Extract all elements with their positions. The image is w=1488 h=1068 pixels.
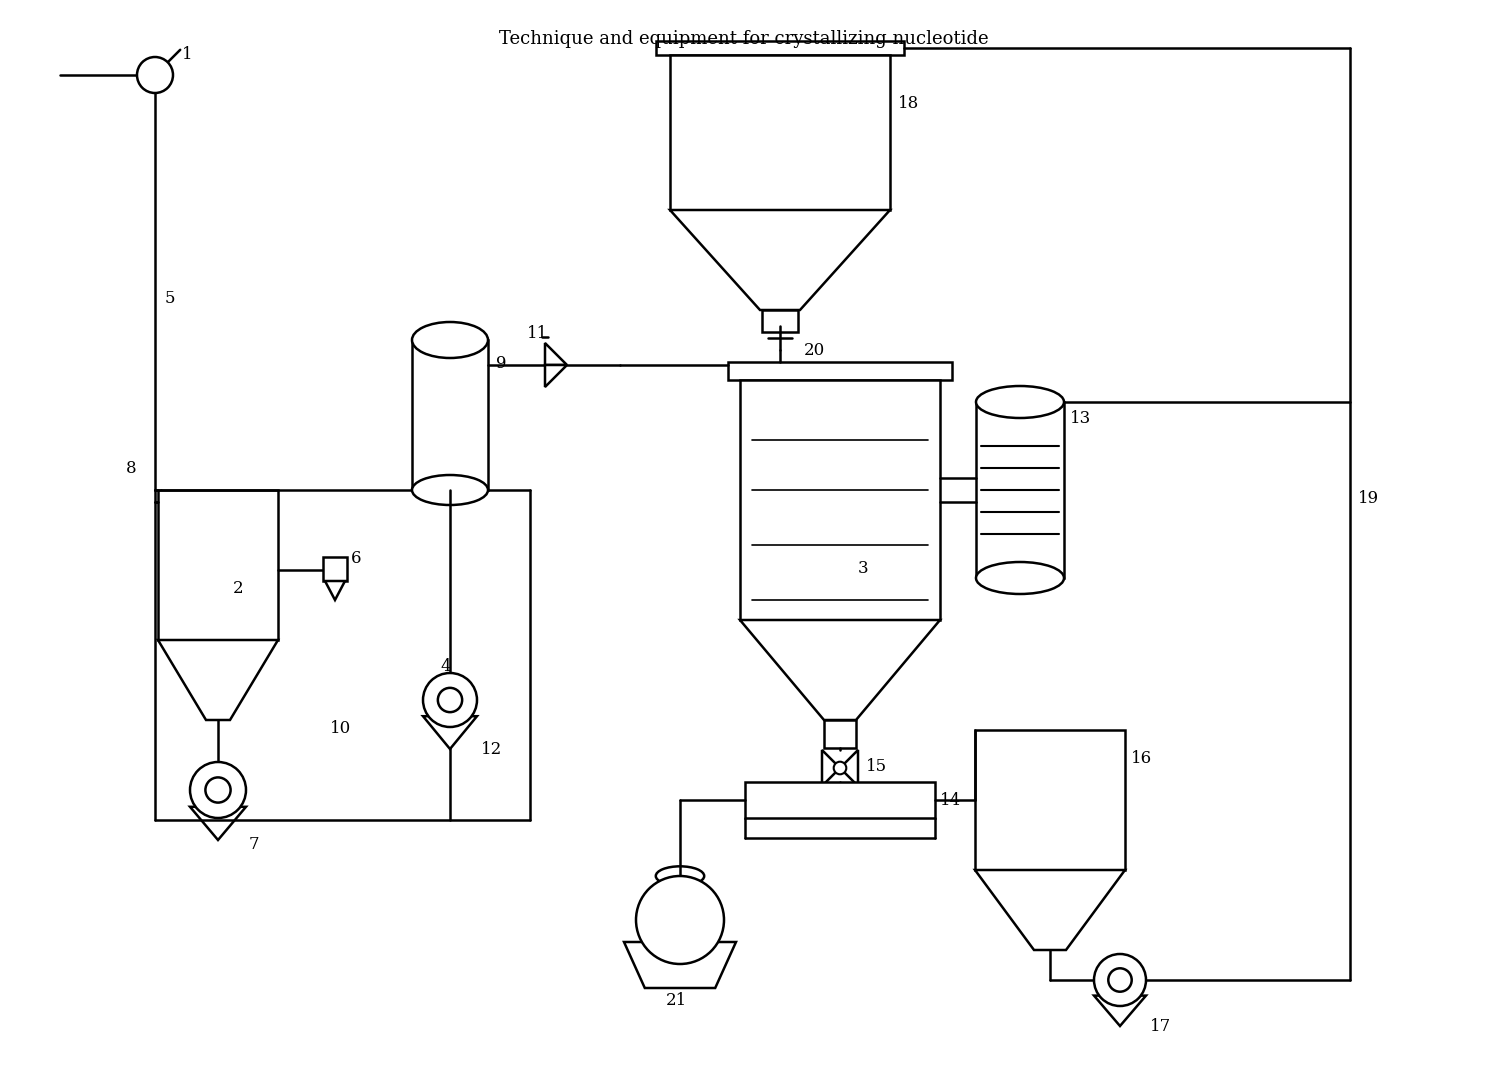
Polygon shape xyxy=(545,343,567,365)
Circle shape xyxy=(833,761,847,774)
Polygon shape xyxy=(821,750,841,786)
Circle shape xyxy=(423,673,478,727)
Circle shape xyxy=(1109,969,1132,992)
Circle shape xyxy=(1094,954,1146,1006)
Circle shape xyxy=(437,688,463,712)
Bar xyxy=(762,310,798,332)
Text: 17: 17 xyxy=(1150,1018,1171,1035)
Polygon shape xyxy=(423,717,478,749)
Bar xyxy=(670,54,890,210)
Text: 12: 12 xyxy=(481,741,503,758)
Text: 14: 14 xyxy=(940,792,961,808)
Polygon shape xyxy=(975,870,1125,951)
Bar xyxy=(745,782,934,818)
Polygon shape xyxy=(841,750,859,786)
Ellipse shape xyxy=(412,475,488,505)
Text: 3: 3 xyxy=(859,560,869,577)
Text: 2: 2 xyxy=(234,580,244,597)
Polygon shape xyxy=(158,640,278,720)
Circle shape xyxy=(137,57,173,93)
Ellipse shape xyxy=(412,321,488,358)
Polygon shape xyxy=(670,210,890,310)
Text: 10: 10 xyxy=(330,720,351,737)
Circle shape xyxy=(190,761,246,818)
Polygon shape xyxy=(740,621,940,720)
Polygon shape xyxy=(1094,995,1146,1026)
Bar xyxy=(740,380,940,621)
Text: 8: 8 xyxy=(126,460,137,477)
Bar xyxy=(728,362,952,380)
Bar xyxy=(824,720,856,748)
Text: 19: 19 xyxy=(1359,490,1379,507)
Text: 4: 4 xyxy=(440,658,451,675)
Text: 15: 15 xyxy=(866,758,887,775)
Polygon shape xyxy=(324,581,345,600)
Polygon shape xyxy=(623,942,737,988)
Bar xyxy=(656,41,905,54)
Text: 7: 7 xyxy=(248,836,259,853)
Text: 21: 21 xyxy=(667,992,687,1009)
Text: 13: 13 xyxy=(1070,410,1091,427)
Bar xyxy=(975,731,1125,870)
Text: 9: 9 xyxy=(496,355,506,372)
Text: 16: 16 xyxy=(1131,750,1152,767)
Text: Technique and equipment for crystallizing nucleotide: Technique and equipment for crystallizin… xyxy=(498,30,990,48)
Text: 20: 20 xyxy=(804,342,826,359)
Bar xyxy=(976,402,1064,578)
Bar xyxy=(323,557,347,581)
Polygon shape xyxy=(190,806,246,841)
Circle shape xyxy=(635,876,725,964)
Text: 1: 1 xyxy=(182,46,192,63)
Text: 11: 11 xyxy=(527,325,548,342)
Text: 5: 5 xyxy=(165,290,176,307)
Circle shape xyxy=(205,778,231,802)
Ellipse shape xyxy=(976,386,1064,418)
Text: 18: 18 xyxy=(897,95,920,112)
Ellipse shape xyxy=(976,562,1064,594)
Bar xyxy=(412,340,488,490)
Text: 6: 6 xyxy=(351,550,362,567)
Polygon shape xyxy=(545,365,567,387)
Bar xyxy=(158,490,278,640)
Ellipse shape xyxy=(656,866,704,885)
